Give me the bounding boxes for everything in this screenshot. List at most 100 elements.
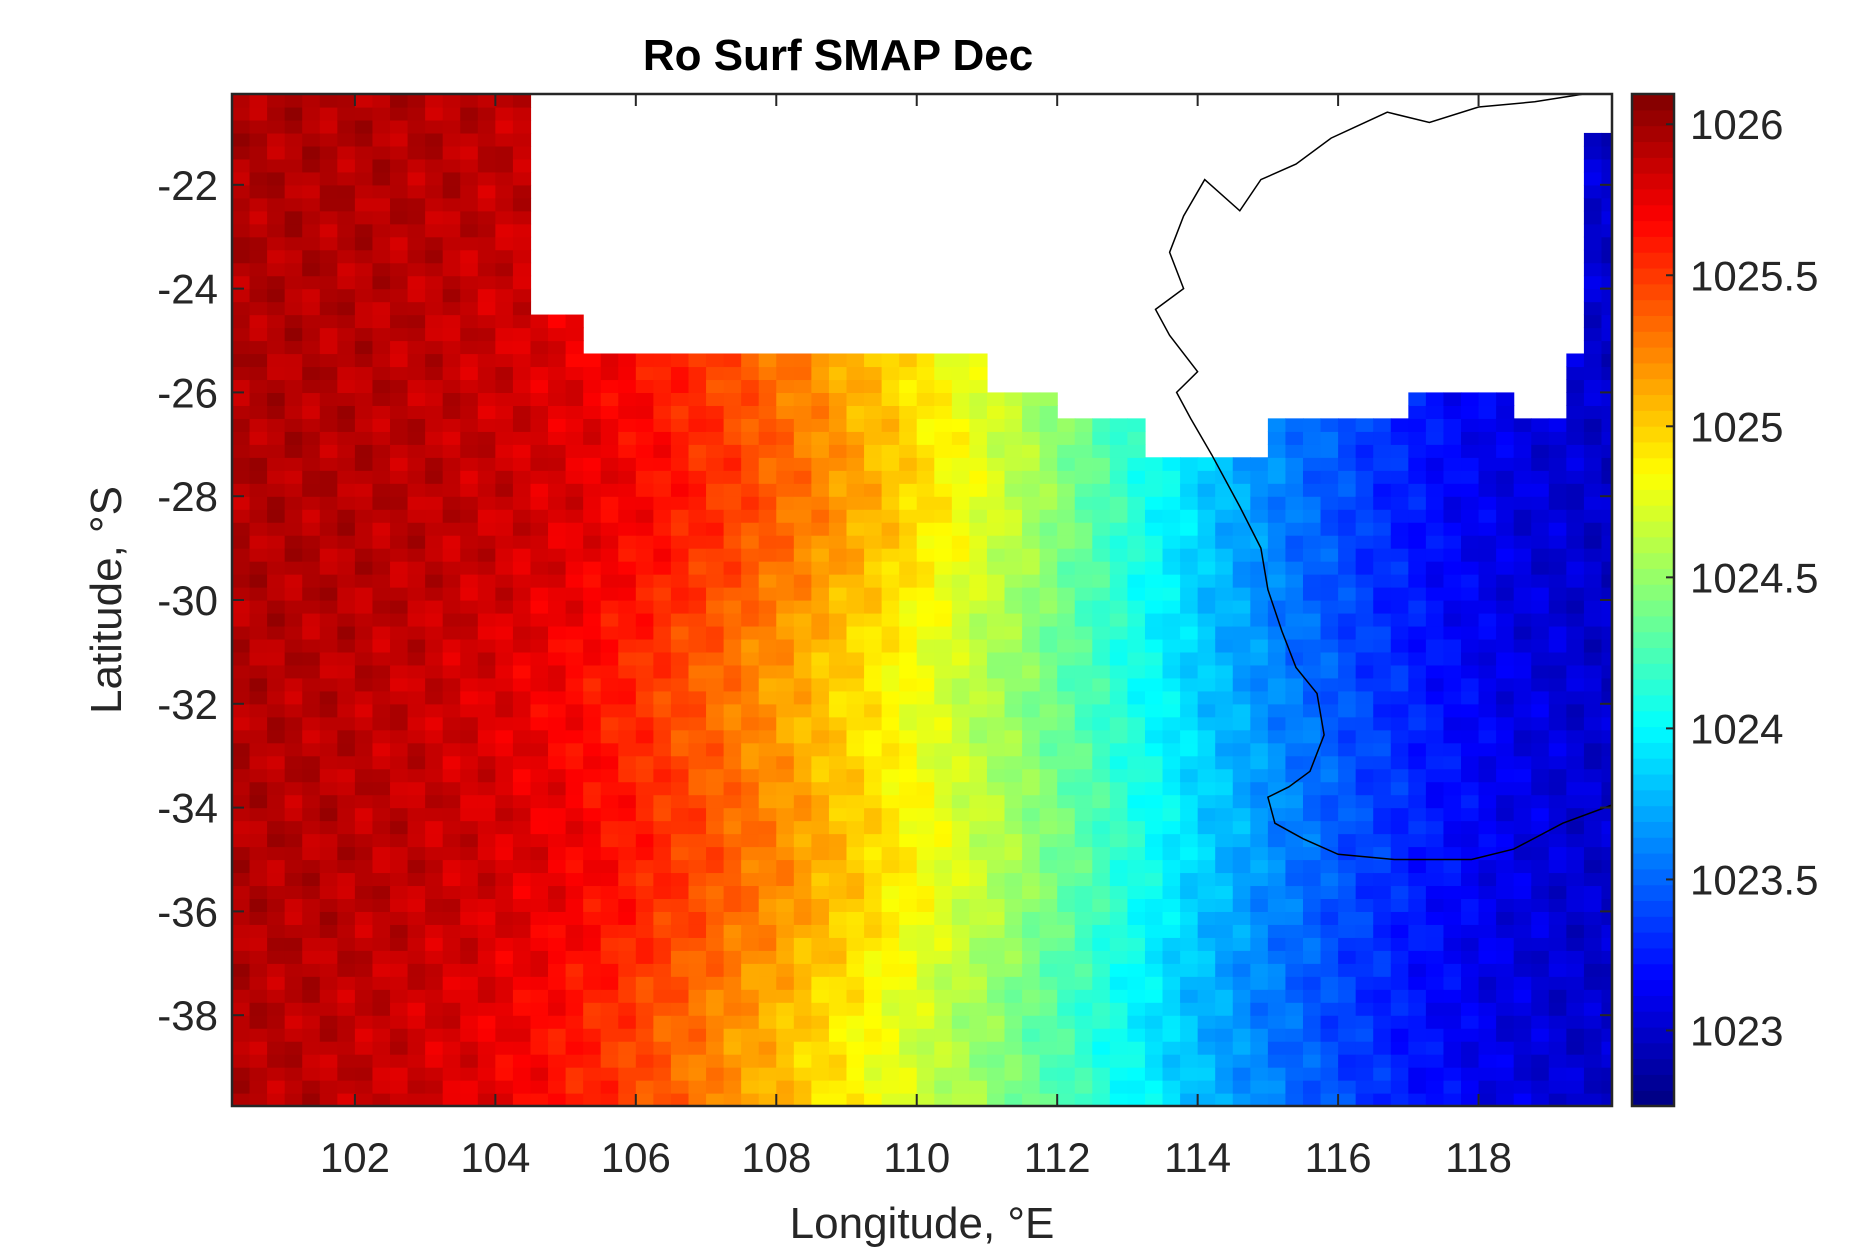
heatmap-cell	[969, 600, 988, 614]
heatmap-cell	[881, 405, 900, 419]
heatmap-cell	[758, 651, 777, 666]
heatmap-cell	[723, 924, 742, 938]
heatmap-cell	[1057, 950, 1076, 964]
heatmap-cell	[1057, 703, 1076, 718]
heatmap-cell	[899, 963, 918, 977]
heatmap-cell	[1390, 418, 1409, 432]
heatmap-cell	[811, 587, 830, 601]
heatmap-cell	[1022, 846, 1041, 861]
heatmap-cell	[565, 742, 584, 757]
heatmap-cell	[1461, 1054, 1480, 1068]
heatmap-cell	[512, 963, 532, 977]
heatmap-cell	[565, 457, 584, 471]
heatmap-cell	[354, 574, 374, 588]
heatmap-cell	[372, 275, 391, 290]
heatmap-cell	[670, 366, 690, 381]
heatmap-cell	[565, 1067, 584, 1081]
heatmap-cell	[916, 638, 935, 653]
heatmap-cell	[1285, 989, 1304, 1003]
heatmap-cell	[1092, 574, 1111, 588]
heatmap-cell	[495, 600, 514, 614]
heatmap-cell	[1408, 457, 1427, 471]
heatmap-cell	[267, 1002, 286, 1016]
heatmap-cell	[723, 768, 742, 783]
heatmap-cell	[477, 1015, 496, 1029]
heatmap-cell	[249, 755, 268, 770]
heatmap-cell	[1004, 963, 1023, 977]
heatmap-cell	[1144, 937, 1164, 951]
heatmap-cell	[881, 418, 900, 432]
heatmap-cell	[442, 587, 461, 601]
heatmap-cell	[354, 223, 374, 238]
heatmap-cell	[1583, 1041, 1603, 1055]
heatmap-cell	[846, 924, 865, 938]
heatmap-cell	[1285, 574, 1304, 588]
heatmap-cell	[1250, 755, 1269, 770]
heatmap-cell	[1478, 548, 1497, 562]
heatmap-cell	[1074, 651, 1093, 666]
heatmap-cell	[811, 612, 830, 627]
heatmap-cell	[1232, 638, 1251, 653]
heatmap-cell	[1144, 976, 1164, 990]
heatmap-cell	[1566, 379, 1585, 394]
heatmap-cell	[828, 950, 848, 964]
heatmap-cell	[319, 690, 338, 705]
heatmap-cell	[899, 405, 918, 419]
heatmap-cell	[986, 755, 1006, 770]
heatmap-cell	[1496, 1041, 1515, 1055]
heatmap-cell	[390, 885, 409, 900]
heatmap-cell	[828, 431, 848, 445]
heatmap-cell	[1285, 820, 1304, 835]
heatmap-cell	[530, 690, 549, 705]
heatmap-cell	[758, 1041, 777, 1055]
heatmap-cell	[1583, 1067, 1603, 1081]
heatmap-cell	[776, 638, 795, 653]
heatmap-cell	[741, 768, 760, 783]
heatmap-cell	[460, 288, 479, 303]
heatmap-cell	[741, 898, 760, 912]
heatmap-cell	[1478, 561, 1497, 575]
heatmap-cell	[512, 937, 532, 951]
heatmap-cell	[969, 976, 988, 990]
heatmap-cell	[1478, 587, 1497, 601]
heatmap-cell	[1232, 781, 1251, 796]
heatmap-cell	[267, 924, 286, 938]
heatmap-cell	[723, 716, 742, 731]
heatmap-cell	[1285, 976, 1304, 990]
heatmap-cell	[934, 781, 953, 796]
heatmap-cell	[1144, 950, 1164, 964]
heatmap-cell	[249, 807, 268, 822]
heatmap-cell	[618, 742, 637, 757]
heatmap-cell	[758, 535, 777, 549]
heatmap-cell	[706, 807, 725, 822]
heatmap-cell	[1127, 898, 1146, 912]
heatmap-cell	[1601, 262, 1613, 277]
heatmap-cell	[1197, 1080, 1216, 1094]
heatmap-cell	[1022, 885, 1041, 900]
heatmap-cell	[354, 94, 374, 108]
heatmap-cell	[232, 340, 251, 355]
heatmap-cell	[1004, 664, 1023, 679]
heatmap-cell	[1531, 548, 1550, 562]
heatmap-cell	[372, 859, 391, 874]
heatmap-cell	[969, 625, 988, 640]
heatmap-cell	[1109, 587, 1129, 601]
heatmap-cell	[688, 846, 707, 861]
heatmap-cell	[688, 716, 707, 731]
heatmap-cell	[741, 548, 760, 562]
heatmap-cell	[969, 392, 988, 406]
heatmap-cell	[1320, 483, 1339, 497]
heatmap-cell	[1566, 600, 1585, 614]
heatmap-cell	[1531, 1028, 1550, 1042]
heatmap-cell	[1022, 716, 1041, 731]
heatmap-cell	[1004, 820, 1023, 835]
heatmap-cell	[1443, 1067, 1462, 1081]
heatmap-cell	[1267, 729, 1287, 744]
heatmap-cell	[1250, 625, 1269, 640]
heatmap-cell	[512, 742, 532, 757]
heatmap-cell	[828, 444, 848, 458]
heatmap-cell	[1250, 1041, 1269, 1055]
heatmap-cell	[986, 911, 1006, 925]
heatmap-cell	[1566, 535, 1585, 549]
heatmap-cell	[986, 1054, 1006, 1068]
